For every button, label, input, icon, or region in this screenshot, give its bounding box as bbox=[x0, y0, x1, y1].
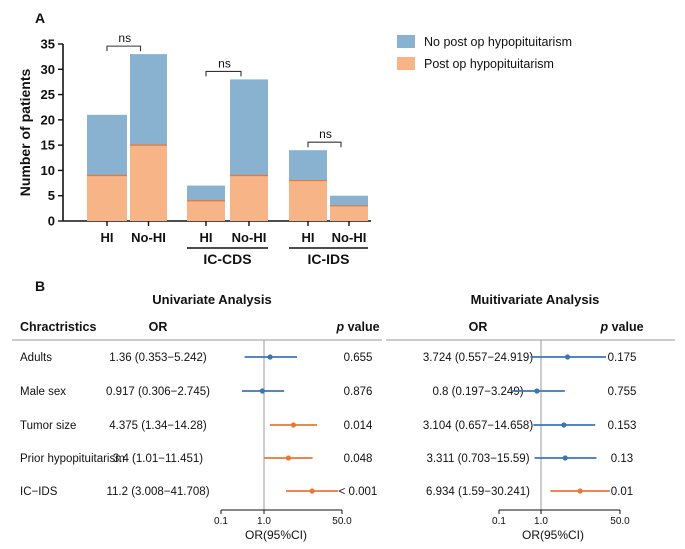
bar-post-op bbox=[330, 205, 368, 221]
p-italic: p bbox=[599, 320, 608, 334]
or-ci-text: 4.375 (1.34−14.28) bbox=[109, 420, 207, 432]
or-ci-text: 3.724 (0.557−24.919) bbox=[423, 352, 533, 364]
forest-x-tick-label: 50.0 bbox=[610, 516, 630, 527]
x-category-label: HI bbox=[101, 230, 114, 245]
p-value-text: 0.175 bbox=[608, 352, 637, 364]
forest-x-tick-label: 0.1 bbox=[492, 516, 506, 527]
row-characteristic: Adults bbox=[20, 352, 52, 364]
x-category-label: HI bbox=[302, 230, 315, 245]
or-ci-text: 6.934 (1.59−30.241) bbox=[426, 486, 530, 498]
significance-label: ns bbox=[118, 31, 131, 45]
forest-plot: Chractristics Univariate Analysis OR p valu… bbox=[12, 292, 675, 542]
row-characteristic: Male sex bbox=[20, 386, 66, 398]
x-category-label: HI bbox=[200, 230, 213, 245]
y-tick-label: 5 bbox=[48, 188, 55, 203]
column-header-p-value: p value bbox=[599, 320, 643, 334]
stacked-bar-chart: 0 5 10 15 20 25 30 35 Number of patients HI No-HI n… bbox=[17, 31, 572, 267]
bar-no-post-op bbox=[289, 150, 327, 181]
or-point bbox=[267, 354, 273, 360]
or-point bbox=[562, 455, 568, 461]
bar-no-post-op bbox=[330, 195, 368, 206]
analysis-title: Muitivariate Analysis bbox=[471, 292, 600, 307]
bar-no-post-op bbox=[187, 185, 225, 201]
panel-b-label: B bbox=[35, 278, 45, 294]
x-category-label: No-HI bbox=[332, 230, 367, 245]
or-ci-text: 3.104 (0.657−14.658) bbox=[423, 420, 533, 432]
p-rest: value bbox=[608, 320, 643, 334]
p-value-text: 0.655 bbox=[344, 352, 373, 364]
forest-x-tick-label: 1.0 bbox=[257, 516, 271, 527]
significance-label: ns bbox=[319, 127, 332, 141]
p-value-text: 0.014 bbox=[344, 420, 373, 432]
p-italic: p bbox=[335, 320, 344, 334]
row-characteristic: Tumor size bbox=[20, 420, 76, 432]
column-header-p-value: p value bbox=[335, 320, 379, 334]
significance-bracket bbox=[205, 70, 242, 77]
y-tick-label: 0 bbox=[48, 214, 55, 229]
bar-no-post-op bbox=[130, 54, 167, 146]
bar-post-op bbox=[87, 175, 127, 221]
p-value-text: 0.153 bbox=[608, 420, 637, 432]
or-ci-text: 0.8 (0.197−3.249) bbox=[432, 386, 523, 398]
forest-x-tick-label: 1.0 bbox=[534, 516, 548, 527]
bar-post-op bbox=[289, 180, 327, 221]
forest-x-tick-label: 50.0 bbox=[332, 516, 352, 527]
bar-post-op bbox=[187, 200, 225, 221]
p-rest: value bbox=[344, 320, 379, 334]
y-tick-label: 35 bbox=[41, 37, 55, 52]
significance-bracket bbox=[307, 141, 342, 148]
column-header-characteristics: Chractristics bbox=[20, 320, 96, 334]
or-ci-text: 3.4 (1.01−11.451) bbox=[113, 453, 203, 465]
y-axis-title: Number of patients bbox=[17, 69, 33, 197]
or-ci-text: 3.311 (0.703−15.59) bbox=[426, 453, 529, 465]
bar-no-post-op bbox=[230, 79, 268, 176]
legend-swatch bbox=[397, 35, 415, 48]
or-point bbox=[290, 422, 297, 428]
y-tick-label: 25 bbox=[41, 87, 55, 102]
significance-label: ns bbox=[218, 56, 231, 70]
y-tick-label: 10 bbox=[41, 163, 55, 178]
legend-label: No post op hypopituitarism bbox=[424, 35, 572, 49]
bar-post-op bbox=[230, 175, 268, 221]
y-tick-label: 30 bbox=[41, 62, 55, 77]
column-header-or: OR bbox=[149, 320, 168, 334]
y-tick-label: 20 bbox=[41, 112, 55, 127]
or-ci-text: 0.917 (0.306−2.745) bbox=[106, 386, 210, 398]
row-characteristic: IC−IDS bbox=[20, 486, 58, 498]
p-value-text: 0.048 bbox=[344, 453, 373, 465]
legend-swatch bbox=[397, 57, 415, 70]
or-point bbox=[259, 388, 265, 394]
p-value-text: 0.13 bbox=[611, 453, 633, 465]
or-ci-text: 1.36 (0.353−5.242) bbox=[109, 352, 207, 364]
forest-x-tick-label: 0.1 bbox=[214, 516, 228, 527]
p-value-text: 0.876 bbox=[344, 386, 373, 398]
or-point bbox=[577, 488, 583, 494]
or-point bbox=[564, 354, 571, 360]
p-value-text: < 0.001 bbox=[339, 486, 378, 498]
or-point bbox=[534, 388, 540, 394]
p-value-text: 0.01 bbox=[611, 486, 633, 498]
bar-post-op bbox=[130, 145, 167, 221]
legend-label: Post op hypopituitarism bbox=[424, 57, 554, 71]
row-characteristic: Prior hypopituitarism bbox=[20, 453, 125, 465]
forest-x-axis-title: OR(95%CI) bbox=[522, 528, 584, 542]
group-label: IC-CDS bbox=[203, 251, 251, 267]
column-header-or: OR bbox=[469, 320, 488, 334]
analysis-title: Univariate Analysis bbox=[152, 292, 271, 307]
or-ci-text: 11.2 (3.008−41.708) bbox=[106, 486, 209, 498]
bar-no-post-op bbox=[87, 114, 127, 176]
group-label: IC-IDS bbox=[308, 251, 350, 267]
or-point bbox=[561, 422, 567, 428]
significance-bracket bbox=[106, 45, 142, 52]
forest-x-axis-title: OR(95%CI) bbox=[245, 528, 307, 542]
or-point bbox=[285, 455, 292, 461]
p-value-text: 0.755 bbox=[608, 386, 637, 398]
x-category-label: No-HI bbox=[232, 230, 267, 245]
x-category-label: No-HI bbox=[131, 230, 166, 245]
panel-a-label: A bbox=[35, 10, 45, 26]
y-tick-label: 15 bbox=[41, 138, 55, 153]
or-point bbox=[309, 488, 315, 494]
